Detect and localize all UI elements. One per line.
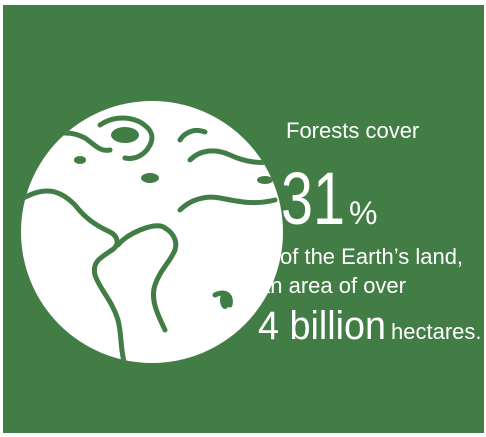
globe [21, 101, 283, 363]
text-line: of the Earth’s land, [280, 244, 463, 269]
text-line: hectares. [391, 319, 482, 344]
coastlines [21, 115, 283, 363]
landmass-gaps [74, 127, 273, 309]
highlight-unit: % [349, 195, 377, 231]
text-line: an area of over [258, 273, 406, 298]
globe-disk [21, 101, 283, 363]
highlight-number: 31 [281, 157, 345, 240]
text-line: Forests cover [286, 118, 419, 143]
highlight-amount: 4 billion [258, 304, 386, 348]
